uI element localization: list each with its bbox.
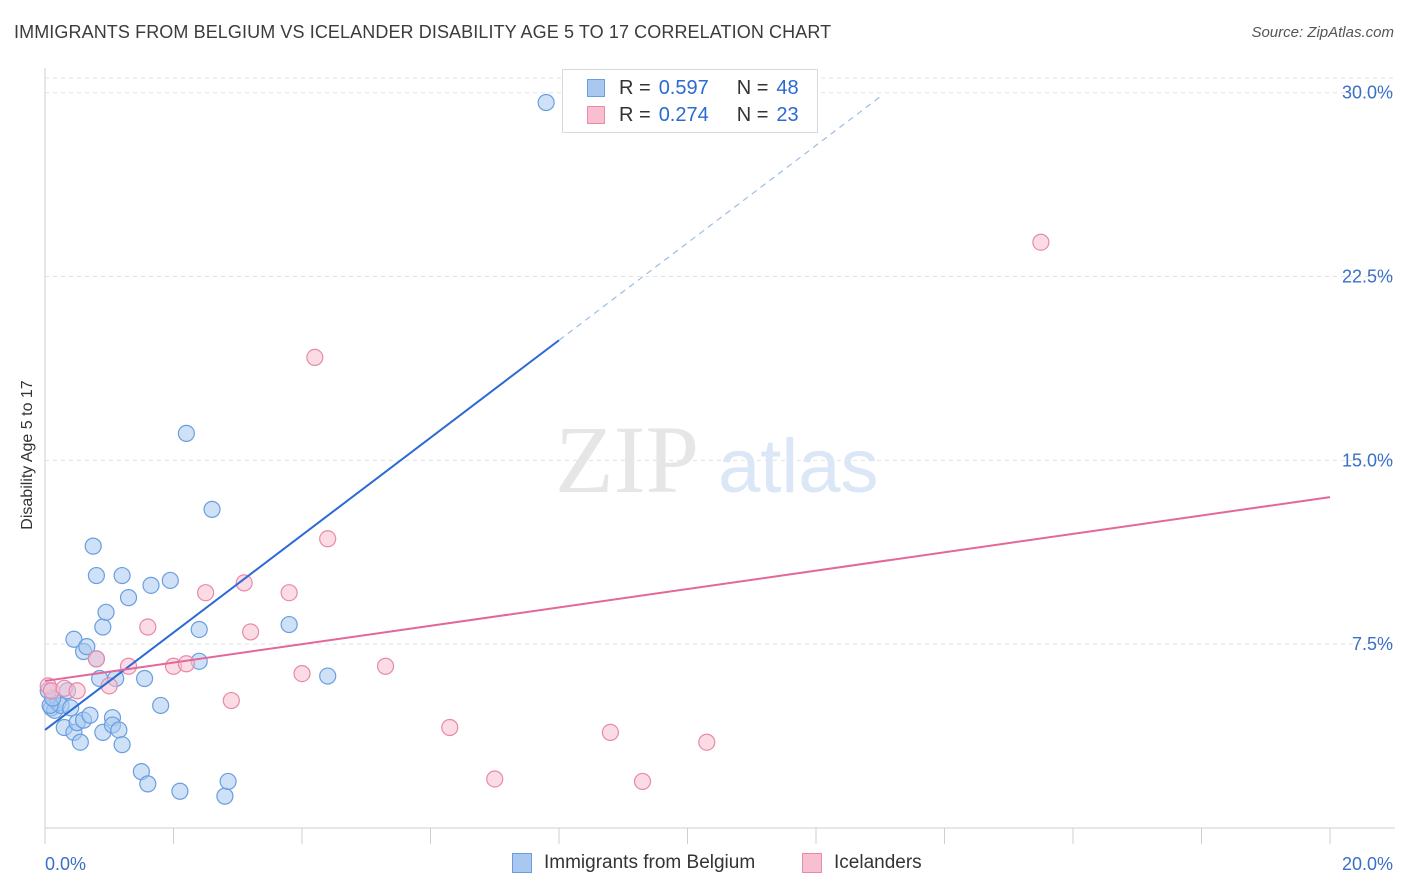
belgium-point bbox=[78, 638, 96, 656]
belgium-point bbox=[84, 537, 102, 555]
icelander-point bbox=[441, 718, 459, 737]
legend-n-value: 48 bbox=[776, 76, 799, 99]
watermark-atlas: atlas bbox=[718, 424, 879, 509]
belgium-point bbox=[113, 566, 131, 585]
icelander-point bbox=[280, 584, 298, 602]
belgium-point bbox=[537, 93, 555, 112]
legend-r-value: 0.597 bbox=[658, 76, 709, 99]
belgium-point bbox=[113, 736, 131, 754]
icelander-point bbox=[698, 733, 716, 751]
belgium-point bbox=[135, 669, 154, 688]
belgium-point bbox=[319, 667, 337, 685]
belgium-point bbox=[161, 571, 179, 590]
legend-label-icelanders: Icelanders bbox=[834, 852, 922, 873]
belgium-trend-line bbox=[44, 339, 560, 731]
belgium-point bbox=[142, 576, 160, 594]
source-label: Source: ZipAtlas.com bbox=[1251, 24, 1394, 41]
legend-item-icelanders: Icelanders bbox=[802, 852, 922, 874]
belgium-point bbox=[119, 589, 138, 607]
icelander-point bbox=[87, 650, 106, 668]
icelander-point bbox=[376, 657, 395, 675]
y-tick-label: 15.0% bbox=[1342, 450, 1393, 470]
icelander-point bbox=[177, 655, 195, 673]
belgium-point bbox=[171, 782, 189, 800]
y-tick-label: 30.0% bbox=[1342, 83, 1393, 103]
legend-r-value: 0.274 bbox=[658, 103, 709, 126]
legend-n-label: N = bbox=[736, 103, 769, 126]
legend-n-value: 23 bbox=[776, 103, 799, 126]
watermark-zip: ZIP bbox=[555, 406, 699, 513]
belgium-trend-extension bbox=[558, 96, 881, 341]
belgium-point bbox=[216, 787, 234, 805]
belgium-point bbox=[71, 733, 89, 751]
icelander-point bbox=[222, 691, 240, 710]
belgium-point bbox=[203, 500, 221, 518]
icelander-point bbox=[633, 772, 652, 791]
belgium-point bbox=[280, 615, 298, 634]
icelander-point bbox=[235, 574, 253, 592]
legend-swatch-icelanders bbox=[587, 106, 605, 124]
correlation-legend: R = 0.597 N = 48 R = 0.274 N = 23 bbox=[562, 69, 818, 133]
belgium-point bbox=[219, 772, 237, 791]
belgium-point bbox=[190, 620, 208, 639]
belgium-point bbox=[65, 630, 83, 648]
icelander-point bbox=[68, 682, 86, 700]
icelander-point bbox=[601, 723, 620, 742]
legend-r-label: R = bbox=[619, 76, 651, 99]
icelander-point bbox=[486, 770, 504, 788]
icelander-trend-line bbox=[44, 496, 1331, 682]
belgium-point bbox=[152, 696, 170, 715]
x-tick-label: 0.0% bbox=[45, 854, 86, 874]
icelander-point bbox=[319, 530, 337, 548]
belgium-point bbox=[62, 699, 80, 717]
belgium-point bbox=[87, 566, 106, 585]
legend-n-label: N = bbox=[736, 76, 769, 99]
legend-swatch-icelanders bbox=[802, 853, 822, 873]
belgium-point bbox=[94, 618, 112, 636]
legend-swatch-belgium bbox=[587, 79, 605, 97]
icelander-point bbox=[1032, 233, 1050, 251]
belgium-point bbox=[97, 603, 115, 621]
icelander-point bbox=[293, 664, 311, 683]
y-tick-label: 7.5% bbox=[1352, 634, 1393, 654]
y-tick-label: 22.5% bbox=[1342, 267, 1393, 287]
belgium-point bbox=[139, 775, 157, 793]
legend-swatch-belgium bbox=[512, 853, 532, 873]
belgium-point bbox=[81, 706, 99, 724]
icelander-point bbox=[242, 623, 260, 641]
legend-r-label: R = bbox=[619, 103, 651, 126]
legend-row-belgium: R = 0.597 N = 48 bbox=[587, 76, 799, 100]
icelander-point bbox=[306, 348, 324, 367]
icelander-point bbox=[197, 584, 215, 602]
icelander-point bbox=[139, 618, 157, 636]
x-tick-label: 20.0% bbox=[1342, 854, 1393, 874]
belgium-point bbox=[177, 424, 195, 442]
chart-title: IMMIGRANTS FROM BELGIUM VS ICELANDER DIS… bbox=[14, 22, 832, 42]
series-legend: Immigrants from Belgium Icelanders bbox=[0, 852, 1406, 876]
legend-row-icelanders: R = 0.274 N = 23 bbox=[587, 103, 799, 127]
legend-label-belgium: Immigrants from Belgium bbox=[544, 852, 756, 873]
legend-item-belgium: Immigrants from Belgium bbox=[512, 852, 755, 874]
icelander-point bbox=[100, 677, 118, 695]
belgium-point bbox=[110, 721, 128, 739]
